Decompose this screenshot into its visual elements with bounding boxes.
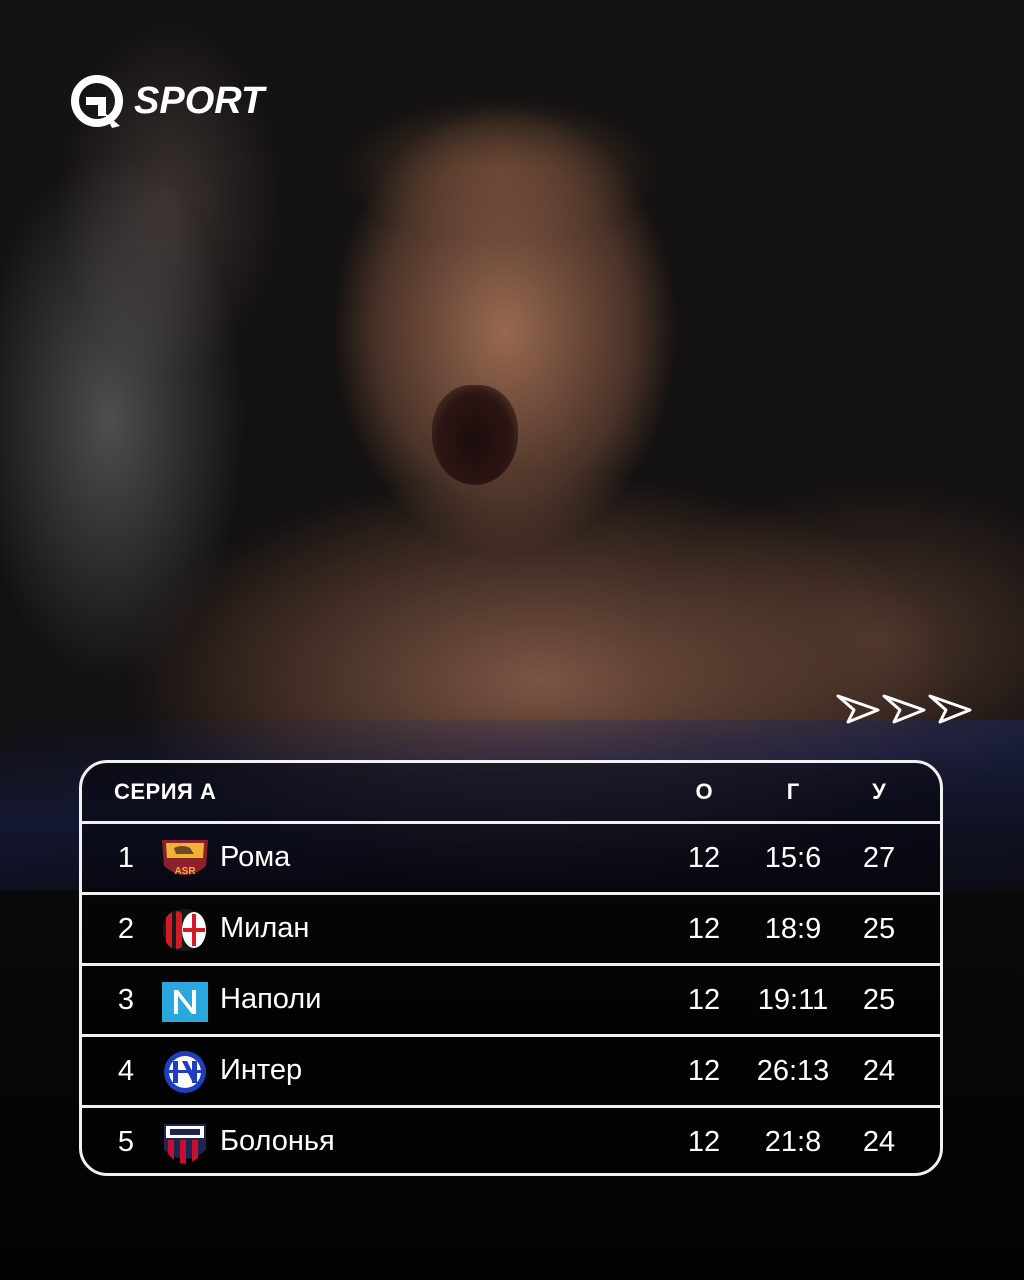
team-name: Болонья — [220, 1125, 335, 1157]
row-points: 24 — [862, 1126, 896, 1158]
table-header: СЕРИЯ А О Г У — [82, 763, 940, 821]
row-played: 12 — [687, 842, 721, 874]
milan-crest-icon — [163, 909, 207, 951]
table-row: 3 Наполи 12 19:11 25 — [82, 963, 940, 1034]
team-name: Интер — [220, 1054, 303, 1086]
inter-crest-icon — [164, 1051, 206, 1093]
row-played: 12 — [687, 913, 721, 945]
row-goals: 21:8 — [764, 1126, 822, 1158]
brand-name: SPORT — [134, 79, 265, 122]
row-played: 12 — [687, 1055, 721, 1087]
row-position: 5 — [117, 1126, 135, 1158]
bologna-crest-icon — [164, 1124, 206, 1164]
row-goals: 19:11 — [757, 984, 829, 1016]
row-points: 25 — [862, 984, 896, 1016]
table-row: 5 Болонья 12 21:8 24 — [82, 1105, 940, 1173]
q-circle-arrow-icon — [71, 75, 123, 128]
team-name: Наполи — [220, 983, 322, 1015]
row-position: 4 — [117, 1055, 135, 1087]
arrows-decoration-icon — [836, 694, 972, 724]
row-points: 24 — [862, 1055, 896, 1087]
row-goals: 18:9 — [764, 913, 822, 945]
row-played: 12 — [687, 1126, 721, 1158]
row-goals: 15:6 — [764, 842, 822, 874]
row-position: 1 — [117, 842, 135, 874]
row-points: 25 — [862, 913, 896, 945]
table-row: 2 Милан 12 18:9 25 — [82, 892, 940, 963]
row-points: 27 — [862, 842, 896, 874]
svg-text:ASR: ASR — [174, 866, 196, 877]
row-position: 3 — [117, 984, 135, 1016]
team-name: Милан — [220, 912, 310, 944]
header-goals: Г — [786, 779, 800, 804]
roma-crest-icon: ASR — [162, 840, 208, 877]
brand-logo: SPORT — [68, 74, 264, 128]
row-position: 2 — [117, 913, 135, 945]
header-played: О — [695, 779, 713, 804]
standings-table: СЕРИЯ А О Г У 1 ASR Рома 12 15:6 27 2 — [79, 760, 943, 1176]
table-row: 1 ASR Рома 12 15:6 27 — [82, 821, 940, 892]
league-title: СЕРИЯ А — [114, 779, 217, 804]
napoli-crest-icon — [162, 982, 208, 1022]
header-points: У — [872, 779, 886, 804]
row-played: 12 — [687, 984, 721, 1016]
team-name: Рома — [220, 841, 291, 873]
row-goals: 26:13 — [756, 1055, 830, 1087]
table-row: 4 Интер 12 26:13 24 — [82, 1034, 940, 1105]
